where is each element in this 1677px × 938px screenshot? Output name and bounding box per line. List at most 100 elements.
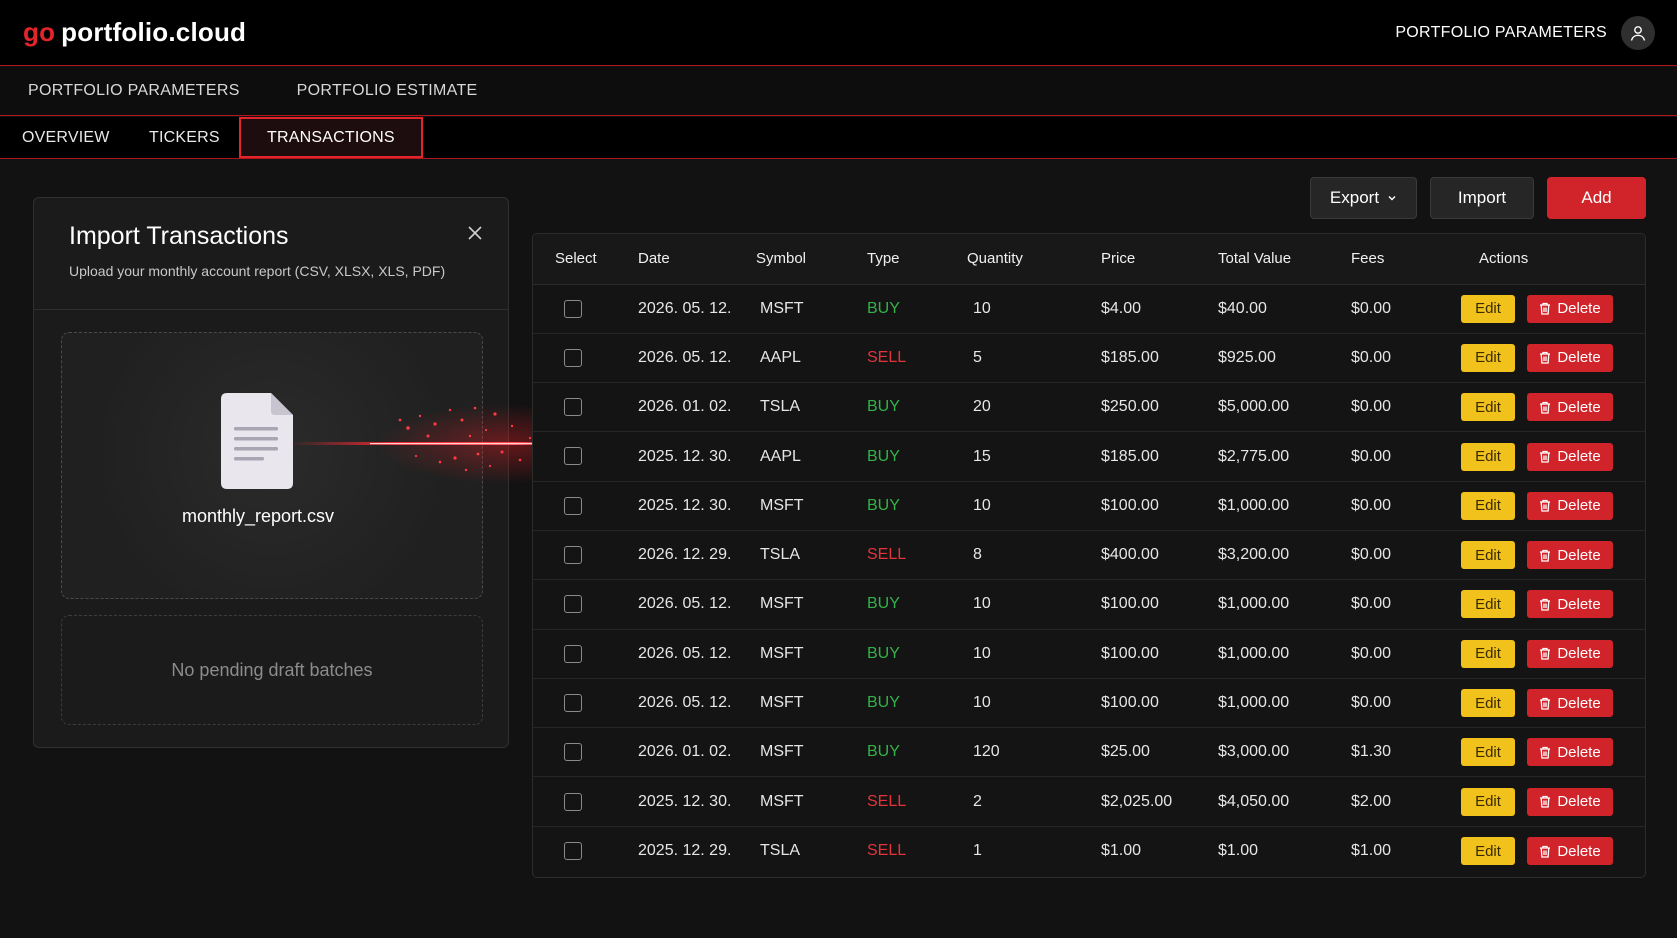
delete-button[interactable]: Delete [1527, 393, 1613, 422]
sub-nav: OVERVIEW TICKERS TRANSACTIONS [0, 117, 1677, 159]
row-checkbox[interactable] [564, 447, 582, 466]
symbol-cell: MSFT [760, 792, 804, 810]
import-button[interactable]: Import [1430, 177, 1534, 219]
type-cell: BUY [867, 398, 900, 416]
row-checkbox[interactable] [564, 644, 582, 663]
nav-portfolio-parameters[interactable]: PORTFOLIO PARAMETERS [28, 82, 240, 99]
edit-button[interactable]: Edit [1461, 787, 1515, 816]
row-checkbox[interactable] [564, 496, 582, 515]
row-checkbox[interactable] [564, 842, 582, 861]
fees-cell: $2.00 [1351, 792, 1392, 810]
row-checkbox[interactable] [564, 743, 582, 762]
header-right: PORTFOLIO PARAMETERS [1395, 15, 1655, 50]
table-row: 2025. 12. 30. AAPL BUY 15 $185.00 $2,775… [533, 432, 1645, 482]
edit-button[interactable]: Edit [1461, 393, 1515, 422]
header-portfolio-parameters-link[interactable]: PORTFOLIO PARAMETERS [1395, 23, 1607, 41]
import-panel-header: Import Transactions Upload your monthly … [34, 198, 508, 310]
avatar[interactable] [1621, 15, 1655, 50]
row-actions: Edit Delete [1441, 837, 1645, 866]
edit-button[interactable]: Edit [1461, 442, 1515, 471]
edit-button[interactable]: Edit [1461, 689, 1515, 718]
delete-label: Delete [1557, 497, 1601, 515]
tab-transactions[interactable]: TRANSACTIONS [239, 117, 423, 158]
delete-button[interactable]: Delete [1527, 491, 1613, 520]
date-cell: 2025. 12. 29. [638, 842, 732, 860]
actions-cell: Edit Delete [1441, 580, 1645, 629]
price-cell: $250.00 [1101, 398, 1159, 416]
quantity-cell: 10 [973, 496, 991, 514]
brand-logo[interactable]: go portfolio.cloud [23, 17, 246, 48]
edit-button[interactable]: Edit [1461, 738, 1515, 767]
select-cell [533, 678, 638, 727]
edit-button[interactable]: Edit [1461, 541, 1515, 570]
delete-button[interactable]: Delete [1527, 343, 1613, 372]
symbol-cell: MSFT [760, 743, 804, 761]
row-checkbox[interactable] [564, 299, 582, 318]
delete-label: Delete [1557, 694, 1601, 712]
delete-button[interactable]: Delete [1527, 541, 1613, 570]
row-checkbox[interactable] [564, 792, 582, 811]
chevron-down-icon [1388, 196, 1396, 201]
select-cell [533, 826, 638, 875]
col-symbol: Symbol [756, 234, 867, 285]
delete-button[interactable]: Delete [1527, 590, 1613, 619]
fees-cell: $1.00 [1351, 842, 1392, 860]
quantity-cell: 2 [973, 792, 982, 810]
col-select: Select [533, 234, 638, 285]
add-button[interactable]: Add [1547, 177, 1646, 219]
quantity-cell: 1 [973, 842, 982, 860]
tab-tickers[interactable]: TICKERS [149, 128, 220, 146]
col-fees: Fees [1351, 234, 1441, 285]
date-cell: 2026. 05. 12. [638, 595, 732, 613]
price-cell: $100.00 [1101, 694, 1159, 712]
delete-button[interactable]: Delete [1527, 738, 1613, 767]
edit-button[interactable]: Edit [1461, 491, 1515, 520]
date-cell: 2026. 05. 12. [638, 299, 732, 317]
tab-overview[interactable]: OVERVIEW [22, 128, 110, 146]
nav-portfolio-estimate[interactable]: PORTFOLIO ESTIMATE [296, 82, 478, 99]
symbol-cell: MSFT [760, 694, 804, 712]
export-button[interactable]: Export [1310, 177, 1417, 219]
fees-cell: $0.00 [1351, 348, 1392, 366]
delete-button[interactable]: Delete [1527, 787, 1613, 816]
delete-button[interactable]: Delete [1527, 639, 1613, 668]
edit-button[interactable]: Edit [1461, 590, 1515, 619]
table-toolbar: Export Import Add [1310, 177, 1646, 219]
fees-cell: $0.00 [1351, 644, 1392, 662]
delete-button[interactable]: Delete [1527, 442, 1613, 471]
symbol-cell: AAPL [760, 348, 801, 366]
col-type: Type [867, 234, 967, 285]
type-cell: BUY [867, 299, 900, 317]
delete-button[interactable]: Delete [1527, 294, 1613, 323]
row-checkbox[interactable] [564, 546, 582, 565]
row-checkbox[interactable] [564, 348, 582, 367]
symbol-cell: TSLA [760, 398, 801, 416]
delete-button[interactable]: Delete [1527, 837, 1613, 866]
total-value-cell: $4,050.00 [1218, 792, 1290, 810]
row-checkbox[interactable] [564, 595, 582, 614]
pending-drafts-text: No pending draft batches [171, 659, 373, 680]
col-actions: Actions [1441, 234, 1645, 285]
delete-label: Delete [1557, 842, 1601, 860]
edit-button[interactable]: Edit [1461, 639, 1515, 668]
close-icon[interactable] [466, 224, 484, 242]
row-checkbox[interactable] [564, 398, 582, 417]
quantity-cell: 10 [973, 644, 991, 662]
select-cell [533, 580, 638, 629]
actions-cell: Edit Delete [1441, 383, 1645, 432]
trash-icon [1540, 795, 1551, 808]
table-row: 2026. 12. 29. TSLA SELL 8 $400.00 $3,200… [533, 530, 1645, 580]
total-value-cell: $1.00 [1218, 842, 1259, 860]
fees-cell: $0.00 [1351, 694, 1392, 712]
edit-button[interactable]: Edit [1461, 294, 1515, 323]
price-cell: $185.00 [1101, 447, 1159, 465]
type-cell: SELL [867, 842, 907, 860]
fees-cell: $1.30 [1351, 743, 1392, 761]
total-value-cell: $925.00 [1218, 348, 1276, 366]
edit-button[interactable]: Edit [1461, 343, 1515, 372]
edit-button[interactable]: Edit [1461, 837, 1515, 866]
row-checkbox[interactable] [564, 693, 582, 712]
delete-button[interactable]: Delete [1527, 689, 1613, 718]
file-dropzone[interactable]: monthly_report.csv [61, 332, 483, 599]
quantity-cell: 5 [973, 348, 982, 366]
